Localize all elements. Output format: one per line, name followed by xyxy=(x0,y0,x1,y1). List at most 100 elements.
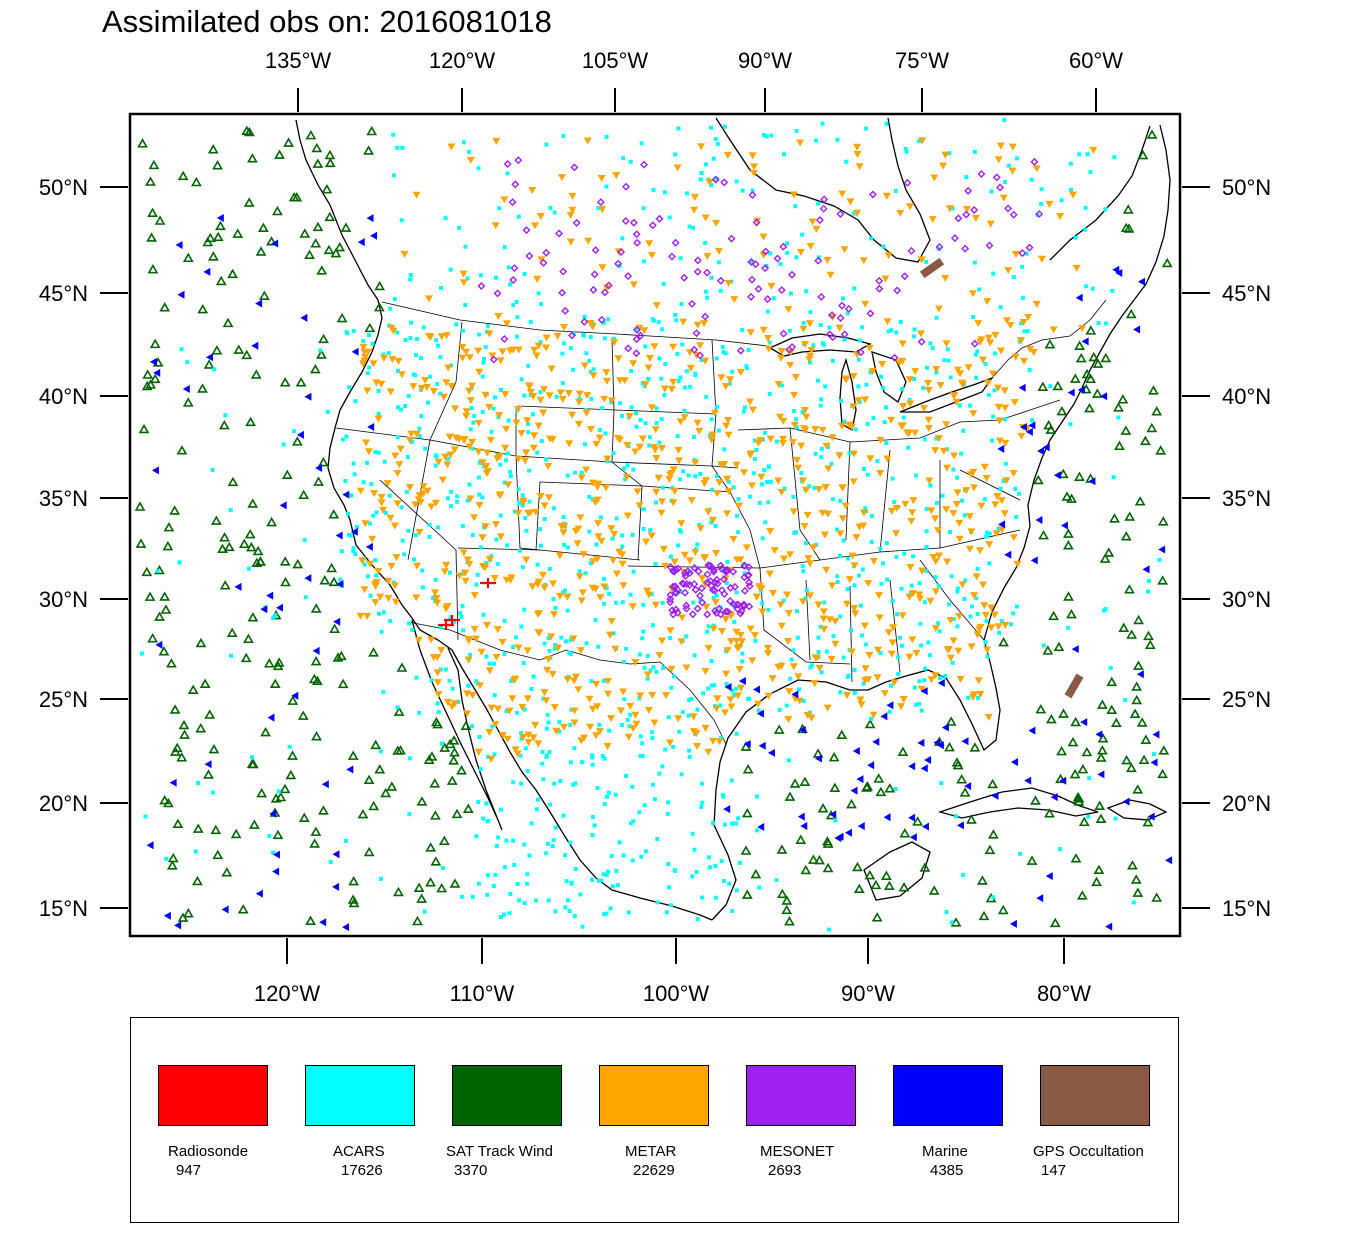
marine-marker xyxy=(366,214,374,223)
sat-track-wind-marker xyxy=(292,436,303,446)
mesonet-marker xyxy=(740,573,749,582)
mesonet-marker xyxy=(736,609,745,618)
marine-marker xyxy=(346,765,354,774)
metar-marker xyxy=(812,225,821,233)
acars-marker xyxy=(561,341,566,346)
sat-track-wind-marker xyxy=(1048,610,1059,621)
metar-marker xyxy=(415,528,424,536)
sat-track-wind-marker xyxy=(1076,890,1088,900)
cuba xyxy=(937,787,1099,819)
metar-marker xyxy=(603,455,612,463)
mesonet-marker xyxy=(597,315,606,324)
metar-marker xyxy=(763,644,772,652)
sat-track-wind-marker xyxy=(1095,752,1107,762)
sat-track-wind-marker xyxy=(1100,352,1112,363)
metar-marker xyxy=(983,298,992,306)
metar-marker xyxy=(583,392,592,400)
metar-marker xyxy=(553,332,562,340)
acars-marker xyxy=(622,697,627,702)
acars-marker xyxy=(677,729,682,734)
acars-marker xyxy=(660,600,665,605)
metar-marker xyxy=(483,449,492,457)
sat-track-wind-marker xyxy=(1126,629,1138,639)
metar-marker xyxy=(393,470,402,478)
acars-marker xyxy=(477,460,482,465)
metar-marker xyxy=(414,636,423,644)
sat-track-wind-marker xyxy=(1139,435,1151,446)
acars-marker xyxy=(654,669,659,674)
state-line xyxy=(879,449,891,553)
legend-swatch-gps-occultation xyxy=(1040,1065,1150,1126)
sat-track-wind-marker xyxy=(1137,149,1149,160)
metar-marker xyxy=(374,567,383,575)
acars-marker xyxy=(368,593,373,598)
acars-marker xyxy=(852,690,857,695)
acars-marker xyxy=(740,659,745,664)
acars-marker xyxy=(504,838,509,843)
acars-marker xyxy=(463,303,468,308)
metar-marker xyxy=(538,571,547,579)
acars-marker xyxy=(934,436,939,441)
metar-marker xyxy=(371,582,380,590)
acars-marker xyxy=(966,695,971,700)
mesonet-marker xyxy=(493,289,502,298)
metar-marker xyxy=(967,643,976,651)
metar-marker xyxy=(519,497,528,505)
metar-marker xyxy=(1002,317,1011,325)
sat-track-wind-marker xyxy=(243,197,255,207)
acars-marker xyxy=(947,602,952,607)
metar-marker xyxy=(846,198,855,206)
mesonet-marker xyxy=(666,598,675,607)
marine-marker xyxy=(800,822,808,831)
acars-marker xyxy=(547,566,552,571)
acars-marker xyxy=(631,819,636,824)
mesonet-marker xyxy=(624,272,633,281)
acars-marker xyxy=(545,841,550,846)
marine-marker xyxy=(844,828,852,837)
acars-marker xyxy=(811,343,816,348)
acars-marker xyxy=(868,370,873,375)
metar-marker xyxy=(514,346,523,354)
top-lon-label: 105°W xyxy=(582,48,649,73)
acars-marker xyxy=(410,439,415,444)
acars-marker xyxy=(857,338,862,343)
acars-marker xyxy=(975,611,980,616)
metar-marker xyxy=(878,360,887,368)
acars-marker xyxy=(816,255,821,260)
acars-marker xyxy=(946,358,951,363)
metar-marker xyxy=(1011,251,1020,259)
acars-marker xyxy=(816,649,821,654)
metar-marker xyxy=(651,446,660,454)
acars-marker xyxy=(514,334,519,339)
metar-marker xyxy=(601,484,610,492)
acars-marker xyxy=(699,781,704,786)
metar-marker xyxy=(575,398,584,406)
acars-marker xyxy=(387,351,392,356)
acars-marker xyxy=(480,495,485,500)
acars-marker xyxy=(841,296,846,301)
marine-marker xyxy=(151,466,159,475)
metar-marker xyxy=(540,502,549,510)
metar-marker xyxy=(1078,325,1087,333)
acars-marker xyxy=(924,365,929,370)
sat-track-wind-marker xyxy=(1062,528,1074,538)
metar-marker xyxy=(466,156,475,164)
metar-marker xyxy=(427,503,436,511)
metar-marker xyxy=(488,352,497,360)
metar-marker xyxy=(712,550,721,558)
acars-marker xyxy=(695,707,700,712)
metar-marker xyxy=(808,218,817,226)
metar-marker xyxy=(571,673,580,681)
metar-marker xyxy=(558,395,567,403)
metar-marker xyxy=(458,354,467,362)
acars-marker xyxy=(648,528,653,533)
metar-marker xyxy=(609,557,618,565)
bottom-lon-label: 120°W xyxy=(254,981,321,1006)
metar-marker xyxy=(764,650,773,658)
metar-marker xyxy=(968,290,977,298)
acars-marker xyxy=(875,459,880,464)
mesonet-marker xyxy=(682,601,691,610)
acars-marker xyxy=(950,206,955,211)
acars-marker xyxy=(1027,368,1032,373)
sat-track-wind-marker xyxy=(212,160,223,170)
